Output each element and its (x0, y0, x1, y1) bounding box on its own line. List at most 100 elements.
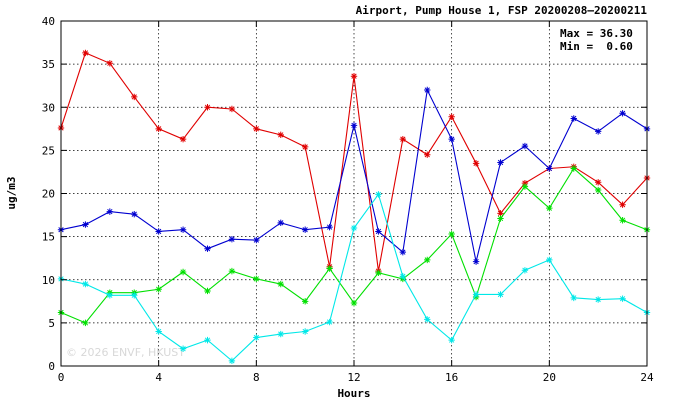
series-2-point (375, 269, 382, 277)
series-2-point (253, 275, 260, 283)
series-3-point (82, 280, 89, 288)
x-tick-label: 24 (640, 371, 654, 384)
series-1-point (253, 236, 260, 244)
series-0-point (179, 135, 187, 143)
series-3-point (521, 267, 529, 274)
series-2-point (570, 165, 577, 172)
series-1-point (204, 245, 211, 252)
series-3-point (131, 292, 138, 299)
series-0-point (619, 201, 626, 208)
series-0-point (277, 131, 284, 139)
series-2-point (277, 280, 284, 288)
x-tick-label: 12 (347, 371, 360, 384)
x-tick-label: 4 (155, 371, 162, 384)
y-tick-label: 40 (42, 15, 55, 28)
series-0-point (472, 160, 480, 167)
tick-layer: 0 4 8 12 16 20 24 0 5 10 15 20 25 30 35 40 (42, 15, 654, 384)
series-1-point (228, 236, 236, 243)
series-0-point (424, 151, 431, 158)
series-0-point (155, 125, 162, 133)
series-1-point (82, 221, 89, 228)
series-1-point (106, 208, 114, 215)
x-tick-label: 16 (445, 371, 458, 384)
series-3-point (546, 256, 553, 264)
series-1-point (424, 86, 431, 94)
series-3-point (594, 296, 602, 303)
series-2-point (228, 267, 236, 275)
series-1-point (546, 165, 553, 172)
series-3-point (155, 328, 162, 335)
series-1-point (521, 142, 529, 150)
series-2-point (179, 268, 187, 276)
series-3-point (375, 191, 382, 198)
series-3-point (424, 316, 431, 323)
y-tick-label: 15 (42, 231, 55, 244)
series-2-point (82, 319, 89, 327)
series-3-point (228, 357, 236, 365)
series-3-point (179, 345, 187, 352)
series-2-point (424, 256, 431, 264)
series-2-point (594, 186, 602, 194)
series-3-point (619, 295, 626, 302)
series-2-point (546, 204, 553, 212)
series-1-point (131, 211, 138, 218)
series-3-point (350, 224, 358, 232)
series-1-point (448, 135, 455, 143)
series-2-point (350, 299, 358, 307)
series-3-point (497, 291, 504, 298)
x-tick-label: 0 (58, 371, 65, 384)
series-0-point (131, 93, 138, 101)
series-1-point (570, 115, 577, 122)
min-label: Min = 0.60 (560, 40, 633, 53)
series-0-point (448, 113, 455, 120)
y-tick-label: 35 (42, 58, 55, 71)
series-1-point (301, 226, 309, 233)
series-0-point (301, 143, 309, 151)
series-2-point (204, 287, 211, 295)
y-tick-label: 25 (42, 144, 55, 157)
series-2-point (448, 230, 455, 238)
y-tick-label: 10 (42, 274, 55, 287)
series-0-point (497, 210, 504, 217)
series-1-point (179, 226, 187, 233)
y-axis-label: ug/m3 (5, 176, 18, 209)
series-0-point (228, 105, 236, 113)
series-3-point (448, 336, 455, 344)
series-1-point (155, 228, 162, 235)
series-3-point (301, 328, 309, 335)
series-0-point (594, 179, 602, 186)
series-1-point (497, 159, 504, 166)
series-3-point (326, 318, 333, 326)
series-0-point (521, 179, 529, 187)
series-2-point (497, 215, 504, 222)
series-0-point (253, 125, 260, 133)
series-3-point (106, 292, 114, 299)
max-label: Max = 36.30 (560, 27, 633, 40)
series-0-point (399, 135, 407, 143)
series-0-point (350, 73, 358, 80)
x-axis-label: Hours (337, 387, 370, 400)
series-2-point (301, 298, 309, 305)
grid-layer (61, 21, 647, 366)
y-tick-label: 30 (42, 101, 55, 114)
series-1-point (594, 128, 602, 135)
series-2-point (326, 265, 333, 272)
watermark: © 2026 ENVF, HKUST (66, 346, 185, 359)
chart-title: Airport, Pump House 1, FSP 20200208–2020… (356, 4, 648, 17)
y-tick-label: 20 (42, 188, 55, 201)
series-2-point (521, 183, 529, 190)
series-3-point (253, 334, 260, 341)
series-0-point (204, 104, 211, 111)
series-1-point (350, 122, 358, 129)
series-3-point (472, 291, 480, 298)
series-1-point (375, 228, 382, 235)
series-0-point (106, 60, 114, 67)
series-1-point (277, 219, 284, 227)
series-3-point (399, 273, 407, 280)
y-tick-label: 0 (48, 360, 55, 373)
series-2-point (155, 286, 162, 293)
series-3-point (570, 294, 577, 302)
series-2-point (619, 217, 626, 224)
x-tick-label: 8 (253, 371, 260, 384)
